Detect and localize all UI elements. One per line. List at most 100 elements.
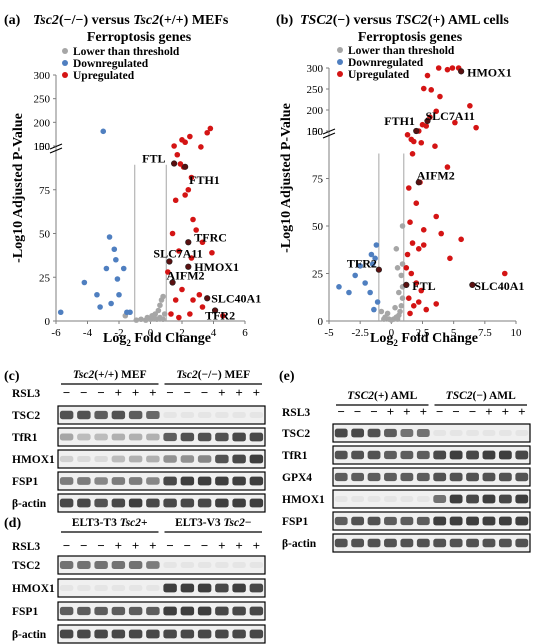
blot-band xyxy=(163,432,177,442)
upregulated-point xyxy=(403,265,410,271)
lane-sign: − xyxy=(63,538,70,553)
blot-row-label: TfR1 xyxy=(12,432,38,444)
blot-strip xyxy=(57,471,266,491)
upregulated-point xyxy=(407,310,413,317)
blot-band xyxy=(180,498,195,508)
panel-a-title-mid: (−/−) versus xyxy=(59,13,133,28)
y-tick-label: 0 xyxy=(318,316,324,328)
x-tick-label: 0 xyxy=(389,327,395,339)
blot-band xyxy=(180,606,195,616)
y-tick-label: 25 xyxy=(312,269,324,281)
blot-band xyxy=(249,412,264,418)
threshold-point xyxy=(399,261,406,267)
blot-band xyxy=(59,410,74,420)
panel-b-title-gene1: TSC2 xyxy=(300,13,333,28)
blot-band xyxy=(180,476,195,486)
blot-band xyxy=(59,433,74,441)
blot-band xyxy=(77,433,91,441)
y-tick-label: 100 xyxy=(307,126,324,138)
panel-a-title-gene2: Tsc2 xyxy=(133,13,159,28)
labeled-gene-point xyxy=(403,281,410,289)
lane-sign: − xyxy=(166,385,173,400)
blot-band xyxy=(94,606,108,616)
blot-band xyxy=(515,472,529,482)
gene-label: SLC40A1 xyxy=(211,291,261,305)
gene-label: FTL xyxy=(412,279,435,293)
panel-a-title-right: (+/+) MEFs xyxy=(159,13,229,28)
panel-letter: (c) xyxy=(4,369,20,384)
legend-marker-downregulated-point xyxy=(337,59,343,65)
blot-band xyxy=(334,472,348,482)
treatment-label: RSL3 xyxy=(12,541,40,553)
panel-letter-a: (a) xyxy=(4,13,21,28)
downregulated-point xyxy=(372,255,378,262)
gene-label: TFRC xyxy=(194,230,227,244)
labeled-gene-point xyxy=(169,279,176,286)
downregulated-point xyxy=(369,261,376,267)
threshold-point xyxy=(398,272,405,279)
blot-band xyxy=(416,429,430,437)
blot-band xyxy=(59,561,74,569)
blot-band xyxy=(367,428,381,438)
blot-band xyxy=(59,606,74,616)
blot-band xyxy=(215,606,229,616)
upregulated-point xyxy=(419,121,426,128)
blot-band xyxy=(433,472,447,482)
y-tick-label: 25 xyxy=(39,272,51,284)
downregulated-point xyxy=(103,265,110,272)
blot-band xyxy=(59,585,74,591)
downregulated-point xyxy=(127,309,133,316)
threshold-point xyxy=(393,246,400,252)
blot-band xyxy=(180,412,195,418)
blot-row-label: β-actin xyxy=(282,538,317,550)
blot-band xyxy=(334,450,348,460)
blot-band xyxy=(232,454,246,464)
blot-band xyxy=(163,412,177,418)
downregulated-point xyxy=(371,306,377,313)
blot-band xyxy=(334,516,348,526)
blot-band xyxy=(77,498,91,508)
blot-band xyxy=(466,516,479,526)
blot-row-label: TfR1 xyxy=(282,450,308,462)
blot-band xyxy=(400,538,414,548)
lane-sign: + xyxy=(132,385,139,400)
upregulated-point xyxy=(198,144,204,150)
blot-row-label: HMOX1 xyxy=(282,494,325,506)
upregulated-point xyxy=(444,66,451,73)
downregulated-point xyxy=(373,242,380,248)
y-tick-label: 200 xyxy=(34,117,51,129)
gene-label: HMOX1 xyxy=(467,65,512,79)
x-tick-label: -2.5 xyxy=(351,327,369,339)
lane-sign: + xyxy=(387,404,394,419)
blot-band xyxy=(433,430,447,436)
upregulated-point xyxy=(433,108,440,115)
upregulated-point xyxy=(410,138,417,145)
panel-b-title-right: (+) AML cells xyxy=(428,13,510,28)
legend-label: Upregulated xyxy=(73,70,135,82)
lane-sign: − xyxy=(354,404,361,419)
upregulated-point xyxy=(408,270,415,277)
y-tick-label: 200 xyxy=(307,105,324,117)
blot-band xyxy=(249,629,264,639)
blot-band xyxy=(215,432,229,442)
blot-band xyxy=(249,498,264,508)
panel-b-xlabel-log: Log xyxy=(370,331,393,346)
downregulated-point xyxy=(57,309,64,316)
blot-band xyxy=(433,538,447,548)
blot-band xyxy=(482,450,496,460)
legend-marker-upregulated-point xyxy=(337,71,343,77)
lane-sign: − xyxy=(80,538,87,553)
blot-band xyxy=(400,496,414,502)
volcano-panel-b: (b) TSC2(−) versus TSC2(+) AML cells Fer… xyxy=(276,13,524,348)
blot-band xyxy=(215,476,229,486)
labeled-gene-point xyxy=(469,281,476,289)
upregulated-point xyxy=(185,186,192,193)
gene-label: FTH1 xyxy=(189,173,220,187)
upregulated-point xyxy=(182,139,188,146)
blot-band xyxy=(498,516,512,526)
blot-band xyxy=(128,585,143,591)
upregulated-point xyxy=(207,125,214,132)
x-tick-label: 0 xyxy=(148,327,154,339)
blot-band xyxy=(384,450,397,460)
upregulated-point xyxy=(169,230,176,237)
